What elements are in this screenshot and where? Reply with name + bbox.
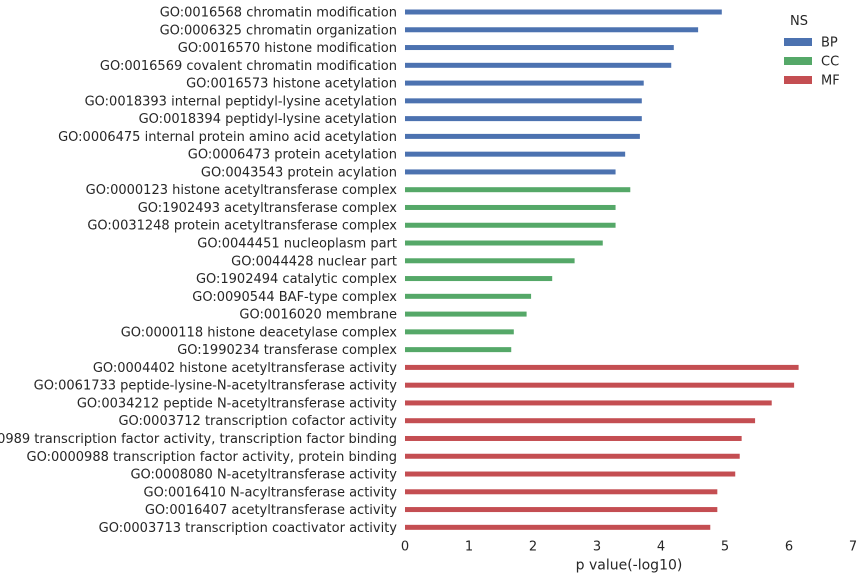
bar [405, 27, 699, 33]
bar [405, 222, 616, 228]
bar [405, 489, 718, 495]
category-label: GO:1902494 catalytic complex [196, 272, 397, 287]
x-tick-label: 3 [593, 539, 601, 554]
category-label: GO:1990234 transferase complex [177, 343, 397, 358]
legend-swatch [784, 38, 812, 46]
bar [405, 204, 616, 210]
category-labels: GO:0016568 chromatin modification GO:0006… [0, 6, 397, 536]
bars-layer [405, 9, 799, 530]
x-axis-ticks: 0 1 2 3 4 5 6 7 [401, 539, 857, 554]
category-label: GO:0016410 N-acyltransferase activity [144, 485, 398, 500]
category-label: GO:0090544 BAF-type complex [192, 290, 397, 305]
bar [405, 169, 616, 175]
legend-swatch [784, 76, 812, 84]
category-label: GO:0006473 protein acetylation [188, 148, 397, 163]
legend-title: NS [790, 14, 808, 29]
bar [405, 45, 674, 51]
category-label: GO:1902493 acetyltransferase complex [138, 201, 398, 216]
category-label: GO:0043543 protein acylation [201, 165, 397, 180]
x-tick-label: 6 [785, 539, 793, 554]
bar [405, 364, 799, 370]
legend-label: MF [821, 74, 840, 89]
bar [405, 329, 514, 335]
bar [405, 471, 736, 477]
bar [405, 382, 795, 388]
bar [405, 116, 642, 122]
category-label: GO:0006325 chromatin organization [160, 23, 397, 38]
category-label: GO:0016569 covalent chromatin modificati… [100, 59, 397, 74]
bar [405, 311, 527, 317]
bar [405, 151, 626, 157]
bar [405, 62, 672, 68]
bar [405, 133, 640, 139]
x-tick-label: 0 [401, 539, 409, 554]
bar [405, 418, 756, 424]
category-label: GO:0044428 nuclear part [231, 254, 397, 269]
x-tick-label: 5 [721, 539, 729, 554]
category-label: GO:0016570 histone modification [178, 41, 397, 56]
bar [405, 524, 711, 530]
category-label: GO:0031248 protein acetyltransferase com… [87, 219, 397, 234]
category-label: GO:0044451 nucleoplasm part [197, 237, 397, 252]
bar [405, 293, 532, 299]
category-label: GO:0003713 transcription coactivator act… [99, 521, 398, 536]
category-label: GO:0004402 histone acetyltransferase act… [93, 361, 397, 376]
category-label: GO:0003712 transcription cofactor activi… [118, 414, 397, 429]
category-label: GO:0000123 histone acetyltransferase com… [86, 183, 398, 198]
bar [405, 507, 718, 513]
category-label: GO:0006475 internal protein amino acid a… [58, 130, 397, 145]
bar [405, 453, 740, 459]
category-label: GO:0016407 acetyltransferase activity [145, 503, 397, 518]
legend-swatch [784, 57, 812, 65]
bar [405, 276, 553, 282]
category-label: GO:0016573 histone acetylation [186, 77, 397, 92]
category-label: GO:0018393 internal peptidyl-lysine acet… [85, 94, 397, 109]
category-label: GO:0016020 membrane [239, 308, 397, 323]
x-axis-label: p value(-log10) [576, 557, 683, 573]
bar [405, 347, 512, 353]
x-tick-label: 1 [465, 539, 473, 554]
bar [405, 80, 644, 86]
bar [405, 187, 631, 193]
legend: NS BP CC MF [784, 14, 840, 89]
category-label: GO:0018394 peptidyl-lysine acetylation [139, 112, 397, 127]
category-label: GO:0034212 peptide N-acetyltransferase a… [77, 396, 397, 411]
bar [405, 240, 603, 246]
bar [405, 400, 772, 406]
category-label: GO:0000988 transcription factor activity… [27, 450, 398, 465]
x-tick-label: 2 [529, 539, 537, 554]
category-label: GO:0061733 peptide-lysine-N-acetyltransf… [34, 379, 398, 394]
legend-entries: BP CC MF [784, 36, 840, 89]
category-label: GO:0000118 histone deacetylase complex [121, 325, 398, 340]
category-label: GO:0016568 chromatin modification [160, 6, 397, 21]
bar [405, 9, 722, 15]
bar [405, 435, 742, 441]
legend-label: BP [821, 36, 838, 51]
category-label: GO:0000989 transcription factor activity… [0, 432, 397, 447]
legend-label: CC [821, 55, 839, 70]
x-tick-label: 4 [657, 539, 665, 554]
bar [405, 98, 642, 104]
category-label: GO:0008080 N-acetyltransferase activity [130, 468, 397, 483]
x-tick-label: 7 [849, 539, 857, 554]
bar [405, 258, 575, 264]
